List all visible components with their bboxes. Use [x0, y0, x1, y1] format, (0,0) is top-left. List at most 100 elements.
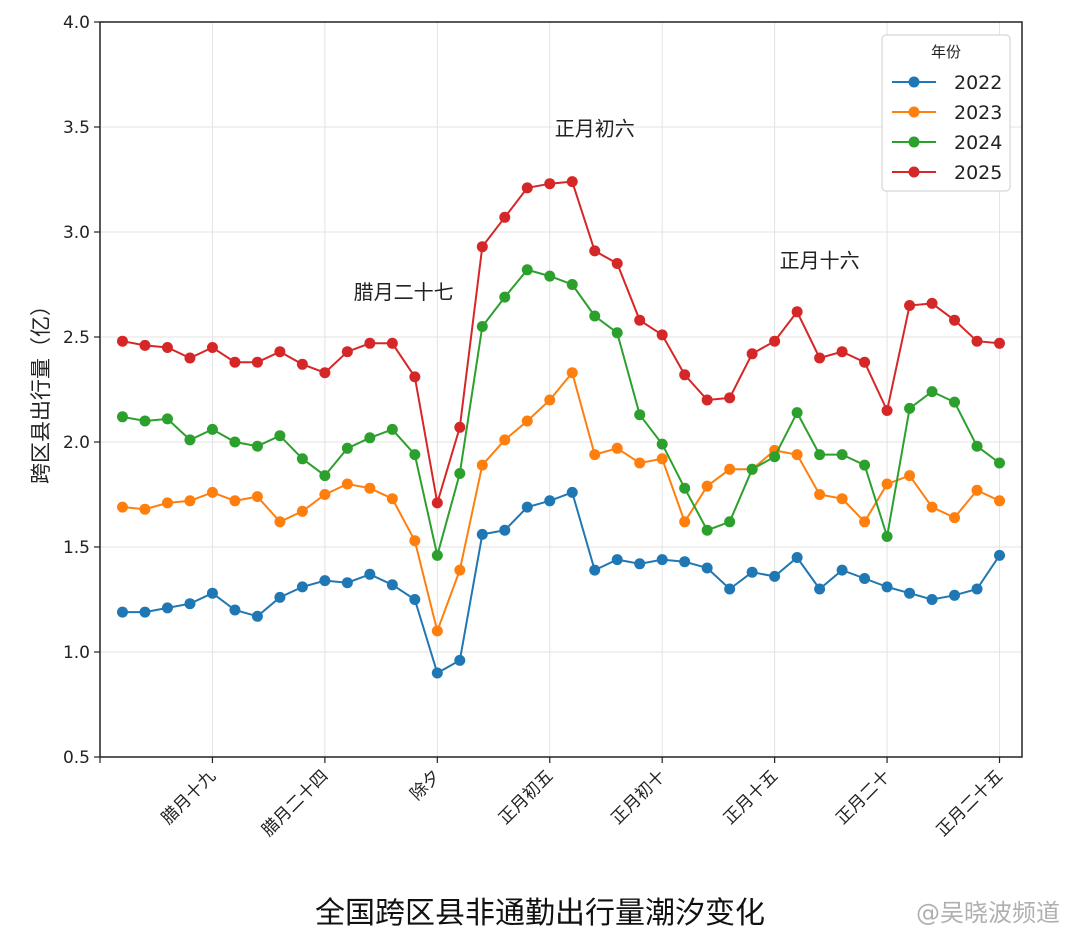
legend-label: 2025 [954, 162, 1002, 184]
data-point-2024 [116, 411, 128, 423]
data-point-2023 [589, 449, 601, 461]
data-point-2023 [949, 512, 961, 524]
data-point-2024 [904, 402, 916, 414]
data-point-2024 [521, 264, 533, 276]
data-point-2022 [904, 587, 916, 599]
y-tick-label: 2.5 [63, 328, 90, 348]
data-point-2025 [206, 342, 218, 353]
data-point-2022 [206, 587, 218, 599]
data-point-2022 [679, 556, 691, 568]
legend-label: 2023 [954, 102, 1002, 124]
data-point-2024 [544, 270, 556, 282]
data-point-2022 [994, 549, 1006, 561]
data-point-2022 [634, 558, 646, 570]
data-point-2025 [746, 348, 758, 360]
data-point-2024 [206, 423, 218, 435]
x-tick-label: 腊月十九 [158, 766, 220, 828]
data-point-2023 [161, 497, 173, 509]
data-point-2024 [656, 438, 668, 450]
legend: 年份 2022 2023 2024 2025 [881, 34, 1011, 192]
data-point-2025 [611, 258, 623, 269]
data-point-2022 [859, 573, 871, 584]
y-tick-label: 1.0 [63, 643, 90, 663]
data-point-2023 [836, 493, 848, 505]
data-point-2023 [679, 516, 691, 528]
data-point-2024 [679, 482, 691, 494]
data-point-2023 [274, 516, 286, 528]
data-point-2025 [949, 314, 961, 326]
data-point-2025 [904, 300, 916, 311]
legend-label: 2022 [954, 72, 1002, 94]
data-point-2025 [994, 337, 1006, 349]
data-point-2022 [724, 583, 736, 595]
data-point-2022 [319, 575, 331, 587]
data-point-2024 [611, 327, 623, 339]
y-tick-label: 0.5 [63, 748, 90, 768]
data-point-2024 [229, 436, 241, 448]
data-point-2025 [319, 367, 331, 379]
data-point-2025 [589, 245, 601, 257]
data-point-2023 [476, 459, 488, 471]
data-point-2025 [161, 342, 173, 353]
data-point-2024 [791, 407, 803, 419]
data-point-2025 [409, 371, 421, 383]
data-point-2022 [926, 594, 938, 605]
data-point-2022 [431, 667, 443, 679]
data-point-2024 [251, 440, 263, 452]
data-point-2025 [364, 337, 376, 349]
data-point-2022 [139, 606, 151, 618]
annotation-label: 正月十六 [780, 249, 860, 273]
legend-title: 年份 [931, 43, 961, 61]
data-point-2022 [949, 589, 961, 601]
data-point-2023 [431, 625, 443, 637]
data-point-2025 [656, 329, 668, 341]
series-line-2025 [122, 180, 1000, 504]
data-point-2023 [499, 434, 511, 446]
data-point-2022 [589, 564, 601, 576]
data-point-2023 [814, 489, 826, 500]
data-point-2024 [499, 291, 511, 303]
x-tick-label: 正月初十 [608, 766, 670, 828]
data-point-2022 [769, 570, 781, 582]
data-point-2023 [859, 516, 871, 528]
data-point-2022 [341, 577, 353, 589]
data-point-2024 [566, 279, 578, 290]
data-point-2024 [589, 310, 601, 322]
y-tick-label: 4.0 [63, 13, 90, 33]
data-point-2023 [791, 449, 803, 461]
data-point-2023 [409, 535, 421, 547]
data-point-2023 [364, 482, 376, 494]
data-point-2024 [814, 449, 826, 461]
data-point-2022 [454, 654, 466, 666]
data-point-2025 [229, 356, 241, 368]
data-point-2023 [656, 453, 668, 465]
x-tick-label: 正月十五 [720, 766, 782, 828]
annotation-label: 腊月二十七 [354, 280, 454, 304]
x-tick-label: 正月二十五 [933, 766, 1007, 840]
data-point-2024 [926, 386, 938, 398]
data-point-2022 [746, 566, 758, 578]
data-point-2024 [859, 459, 871, 471]
data-point-2023 [994, 495, 1006, 507]
data-point-2022 [184, 598, 196, 610]
series-line-2023 [122, 370, 1000, 635]
data-point-2025 [431, 497, 443, 509]
data-point-2023 [926, 501, 938, 513]
data-point-2023 [701, 480, 713, 492]
grid [99, 21, 1022, 758]
data-point-2025 [859, 356, 871, 368]
data-point-2022 [701, 562, 713, 574]
data-point-2023 [881, 478, 893, 490]
data-point-2023 [724, 463, 736, 475]
data-point-2022 [566, 486, 578, 498]
data-point-2024 [634, 409, 646, 421]
data-point-2024 [724, 516, 736, 528]
y-tick-label: 2.0 [63, 433, 90, 453]
figure-caption: 全国跨区县非通勤出行量潮汐变化 [315, 896, 765, 931]
data-point-2023 [634, 457, 646, 469]
data-point-2025 [769, 335, 781, 347]
data-point-2023 [611, 442, 623, 454]
data-point-2023 [341, 478, 353, 490]
data-point-2024 [701, 524, 713, 536]
